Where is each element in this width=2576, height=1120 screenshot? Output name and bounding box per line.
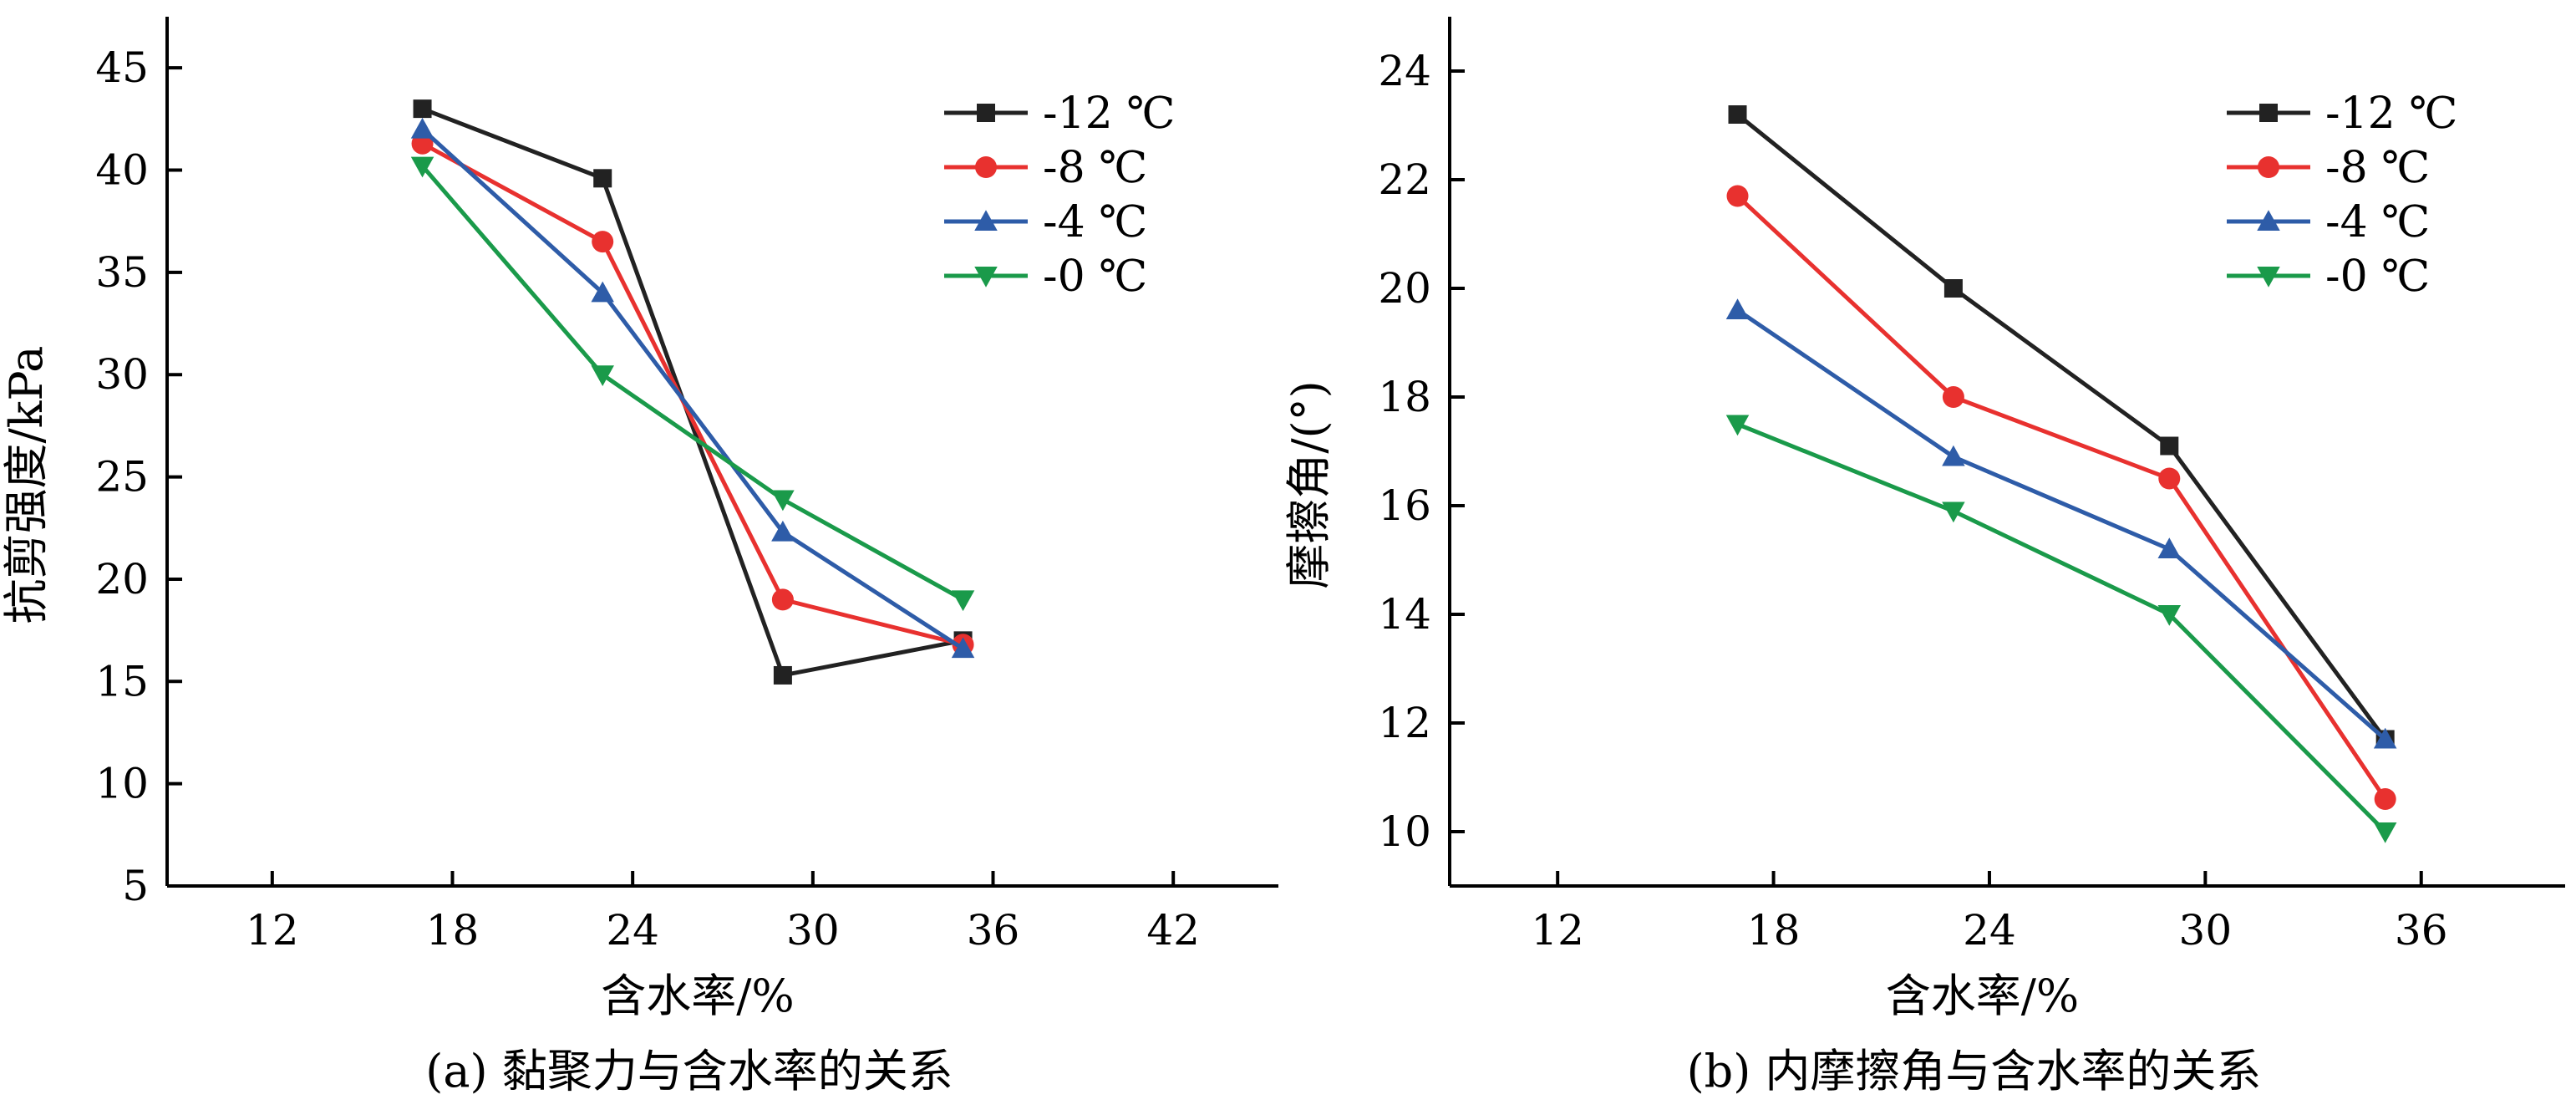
x-tick-label: 30 (2179, 906, 2233, 955)
legend-marker (2257, 267, 2280, 288)
series-line (1736, 422, 2387, 833)
series-0 (413, 99, 973, 685)
legend-label: -4 ℃ (1043, 197, 1147, 247)
data-point (1725, 415, 1750, 436)
legend-marker (975, 156, 997, 178)
data-point (1728, 105, 1747, 124)
legend-label: -4 ℃ (2325, 197, 2430, 247)
data-point (1942, 501, 1965, 523)
legend-label: -8 ℃ (1043, 143, 1147, 193)
y-tick-label: 25 (95, 453, 149, 501)
legend: -12 ℃-8 ℃-4 ℃-0 ℃ (944, 89, 1175, 302)
series-2 (410, 117, 975, 659)
data-point (593, 169, 612, 188)
x-axis-title: 含水率/% (601, 970, 795, 1022)
data-point (591, 281, 614, 303)
legend-label: -8 ℃ (2325, 143, 2430, 193)
data-point (410, 117, 434, 139)
series-line (420, 165, 964, 602)
legend-label: -0 ℃ (1043, 252, 1147, 302)
series-line (421, 141, 964, 647)
x-tick-label: 36 (967, 906, 1020, 955)
x-tick-label: 30 (786, 906, 840, 955)
data-point (413, 99, 432, 119)
data-point (951, 637, 975, 659)
y-axis-title: 抗剪强度/kPa (0, 345, 53, 624)
data-point (1725, 298, 1750, 319)
legend-label: -12 ℃ (2325, 89, 2457, 139)
data-point (773, 665, 792, 685)
x-tick-label: 24 (606, 906, 659, 955)
x-tick-label: 12 (1531, 906, 1584, 955)
data-point (771, 490, 795, 512)
series-3 (410, 156, 975, 612)
y-tick-label: 20 (95, 555, 149, 603)
series-1 (1726, 185, 2396, 810)
legend: -12 ℃-8 ℃-4 ℃-0 ℃ (2227, 89, 2457, 302)
legend-marker (974, 267, 998, 288)
legend-label: -0 ℃ (2325, 252, 2430, 302)
y-tick-label: 30 (95, 350, 149, 399)
data-point (2157, 605, 2182, 626)
series-2 (1725, 298, 2397, 749)
data-point (2374, 788, 2396, 810)
y-tick-label: 20 (1378, 264, 1431, 313)
x-tick-label: 18 (426, 906, 480, 955)
data-point (1726, 185, 1749, 207)
x-axis-title: 含水率/% (1886, 970, 2080, 1022)
data-point (1943, 279, 1963, 298)
data-point (1942, 386, 1964, 408)
data-point (2373, 822, 2397, 843)
data-point (2157, 537, 2182, 558)
x-tick-label: 12 (246, 906, 299, 955)
y-tick-label: 45 (95, 43, 149, 92)
x-tick-label: 18 (1747, 906, 1801, 955)
y-axis-title: 摩擦角/(°) (1283, 380, 1335, 588)
y-tick-label: 40 (95, 146, 149, 195)
legend-marker (977, 104, 995, 122)
x-tick-label: 24 (1963, 906, 2016, 955)
series-line (1735, 113, 2387, 741)
data-point (591, 365, 614, 386)
series-line (1735, 194, 2387, 801)
y-tick-label: 5 (122, 862, 149, 910)
series-3 (1725, 415, 2397, 843)
y-tick-label: 24 (1378, 47, 1431, 95)
y-tick-label: 14 (1378, 590, 1431, 639)
x-tick-label: 42 (1146, 906, 1200, 955)
data-point (2158, 467, 2181, 490)
y-tick-label: 35 (95, 248, 149, 297)
y-tick-label: 16 (1378, 481, 1431, 530)
legend-marker (2259, 104, 2278, 122)
series-line (1736, 308, 2387, 741)
chart-panel-b: 12 18 24 30 36 10 12 14 16 18 20 22 24 含水率/% 摩擦角/(°) (b… (1283, 17, 2565, 1097)
y-tick-label: 15 (95, 657, 149, 705)
data-point (771, 588, 794, 611)
data-point (771, 520, 795, 542)
x-tick-label: 36 (2395, 906, 2448, 955)
data-point (2160, 436, 2179, 456)
y-tick-label: 22 (1378, 155, 1431, 204)
panel-caption: (b) 内摩擦角与含水率的关系 (1687, 1045, 2262, 1097)
legend-marker (974, 210, 998, 231)
data-point (592, 231, 614, 253)
legend-marker (2257, 210, 2280, 231)
data-point (410, 156, 434, 178)
y-tick-label: 10 (95, 760, 149, 808)
data-point (951, 590, 975, 612)
y-tick-label: 10 (1378, 807, 1431, 856)
panel-caption: (a) 黏聚力与含水率的关系 (425, 1045, 953, 1097)
data-point (1942, 445, 1965, 466)
series-line (420, 127, 964, 651)
y-tick-label: 18 (1378, 373, 1431, 421)
y-tick-label: 12 (1378, 699, 1431, 747)
series-line (421, 106, 964, 678)
series-0 (1728, 105, 2395, 749)
legend-marker (2258, 156, 2279, 178)
data-point (2373, 727, 2397, 749)
legend-label: -12 ℃ (1043, 89, 1175, 139)
chart-panel-a: 12 18 24 30 36 42 5 10 15 20 25 30 35 40 45 含水率/% 抗剪强度/k… (0, 17, 1278, 1097)
series-1 (411, 132, 974, 656)
